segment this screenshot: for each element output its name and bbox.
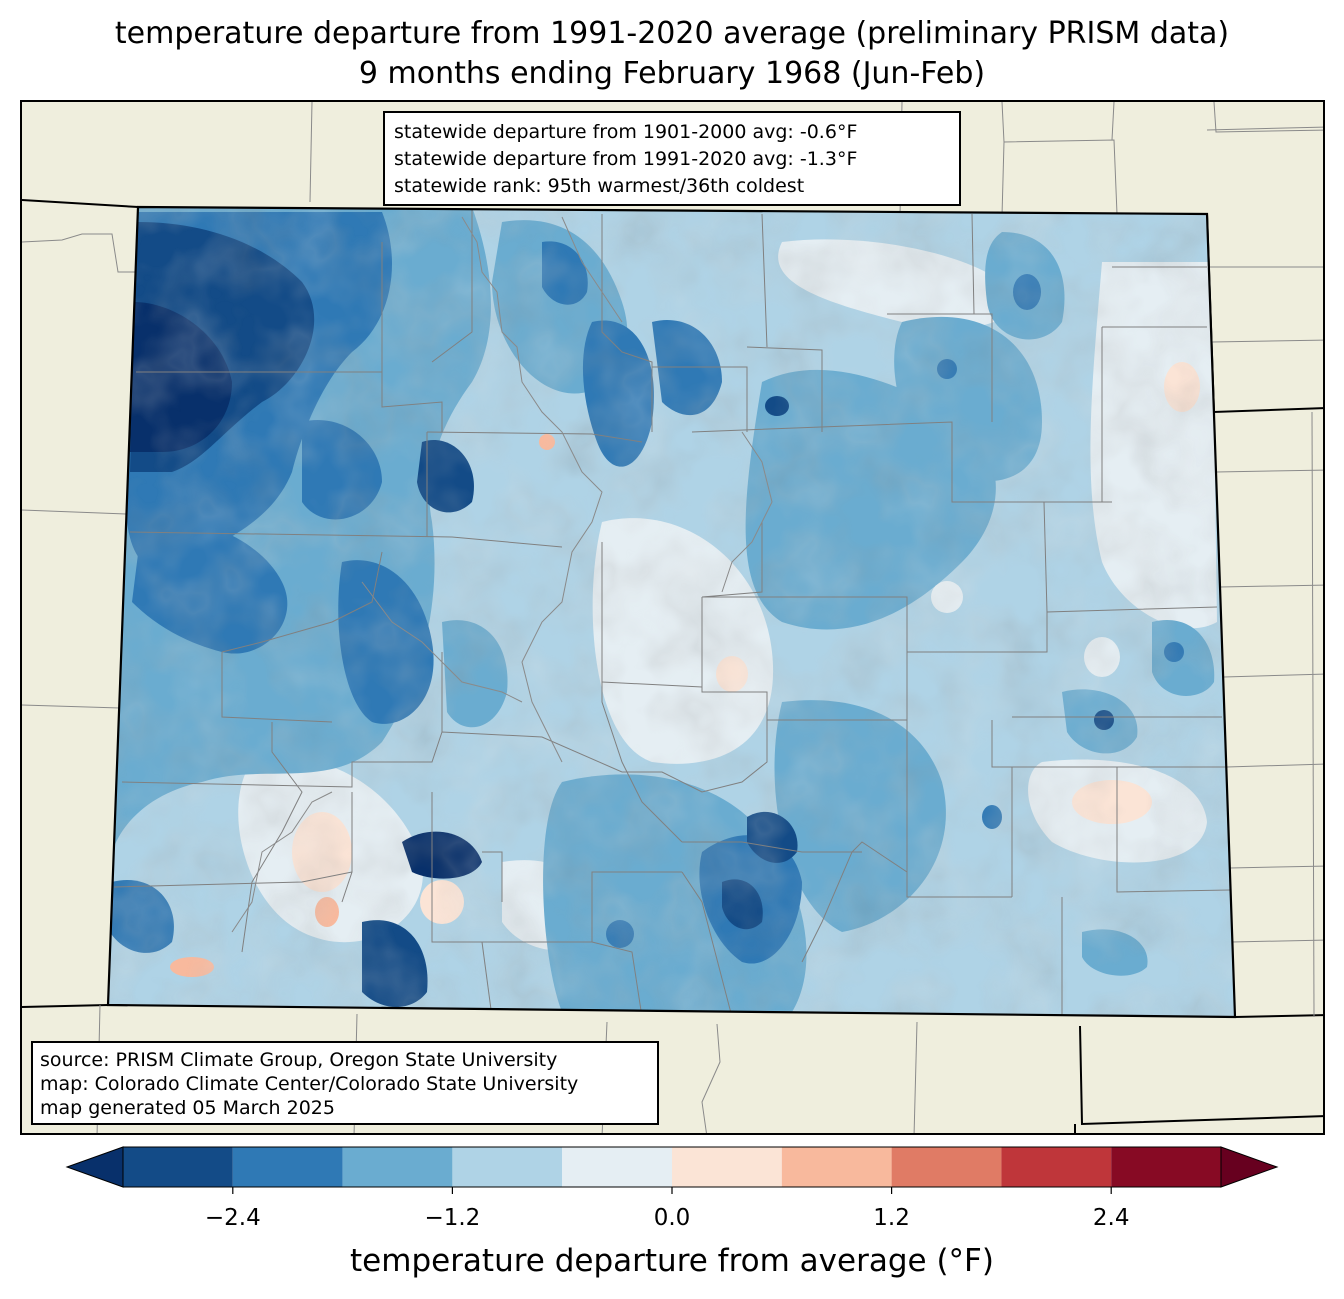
colorbar-ticks <box>232 1187 1112 1194</box>
map-credit-line: map: Colorado Climate Center/Colorado St… <box>40 1073 579 1095</box>
source-credit-box: source: PRISM Climate Group, Oregon Stat… <box>31 1041 659 1125</box>
colorbar-segment <box>562 1147 672 1187</box>
colorbar-segment <box>891 1147 1002 1187</box>
colorbar-tick-label: 1.2 <box>873 1205 910 1231</box>
colorado-state-border <box>106 205 1237 1019</box>
colorbar-tick-label: −1.2 <box>424 1205 481 1231</box>
colorbar-segment <box>452 1147 563 1187</box>
colorbar-segment <box>1001 1147 1112 1187</box>
colorado-temperature-map <box>22 102 1323 1133</box>
colorbar-segment <box>672 1147 782 1187</box>
colorbar-over-arrow <box>1220 1146 1279 1188</box>
stats-line-rank: statewide rank: 95th warmest/36th coldes… <box>394 175 805 197</box>
stats-line-1991-2020: statewide departure from 1991-2020 avg: … <box>394 148 858 170</box>
colorbar-segment <box>1111 1147 1221 1187</box>
colorbar-segment <box>123 1147 233 1187</box>
irregular-boundaries <box>231 216 773 933</box>
neighbor-county-lines <box>22 102 1323 1133</box>
source-line: source: PRISM Climate Group, Oregon Stat… <box>40 1049 558 1071</box>
temperature-field <box>108 207 1235 1017</box>
colorbar <box>65 1146 1279 1194</box>
colorbar-segment <box>781 1147 892 1187</box>
colorbar-tick-label: 2.4 <box>1092 1205 1130 1231</box>
generated-date-line: map generated 05 March 2025 <box>40 1097 335 1119</box>
colorbar-tick-label: −2.4 <box>204 1205 261 1231</box>
colorbar-segment <box>342 1147 453 1187</box>
colorbar-segment <box>232 1147 343 1187</box>
stats-line-1901-2000: statewide departure from 1901-2000 avg: … <box>394 121 858 143</box>
colorbar-under-arrow <box>65 1146 124 1188</box>
colorbar-label: temperature departure from average (°F) <box>350 1243 994 1279</box>
map-title-line-1: temperature departure from 1991-2020 ave… <box>114 16 1230 51</box>
colorbar-tick-label: 0.0 <box>653 1205 691 1231</box>
colorbar-segments <box>123 1147 1221 1187</box>
county-boundaries <box>113 207 1231 1017</box>
map-title-line-2: 9 months ending February 1968 (Jun-Feb) <box>358 56 986 91</box>
statewide-stats-box: statewide departure from 1901-2000 avg: … <box>383 111 961 206</box>
map-panel <box>20 100 1325 1135</box>
